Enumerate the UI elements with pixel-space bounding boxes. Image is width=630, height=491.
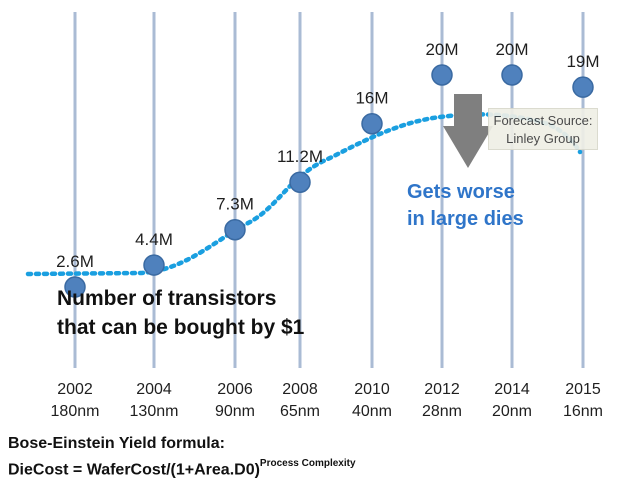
transistors-per-dollar-note: Number of transistors that can be bought…: [57, 287, 305, 339]
data-point-2006: [224, 218, 246, 241]
data-label-2004: 4.4M: [135, 230, 173, 249]
x-tick-year-2015: 2015: [565, 381, 601, 398]
data-point-2012: [431, 64, 453, 86]
data-label-2008: 11.2M: [277, 147, 323, 166]
data-point-2008: [289, 171, 311, 193]
data-point-2015: [572, 76, 594, 98]
data-label-2010: 16M: [355, 89, 388, 108]
x-tick-year-2008: 2008: [282, 381, 318, 398]
x-tick-year-2002: 2002: [57, 381, 93, 398]
x-tick-node-180nm: 180nm: [51, 403, 100, 420]
x-tick-node-130nm: 130nm: [130, 403, 179, 420]
x-tick-node-28nm: 28nm: [422, 403, 462, 420]
data-label-2002: 2.6M: [56, 252, 94, 271]
data-points: [64, 64, 594, 298]
formula-title: Bose-Einstein Yield formula:: [8, 435, 225, 452]
x-tick-year-2006: 2006: [217, 381, 253, 398]
data-point-2014: [501, 64, 523, 86]
data-point-2004: [143, 254, 165, 276]
x-tick-node-90nm: 90nm: [215, 403, 255, 420]
x-tick-year-2004: 2004: [136, 381, 172, 398]
x-tick-year-2012: 2012: [424, 381, 460, 398]
down-arrow-icon: [443, 94, 493, 168]
data-point-2010: [361, 112, 383, 135]
data-label-2014: 20M: [495, 40, 528, 59]
x-tick-node-20nm: 20nm: [492, 403, 532, 420]
data-label-2006: 7.3M: [216, 195, 254, 214]
data-labels: 2.6M 4.4M 7.3M 11.2M 16M 20M 20M 19M: [56, 40, 599, 271]
x-tick-node-65nm: 65nm: [280, 403, 320, 420]
data-point-2002: [64, 276, 86, 298]
x-tick-year-2014: 2014: [494, 381, 530, 398]
formula-line: DieCost = WaferCost/(1+Area.D0)Process C…: [8, 458, 356, 479]
x-tick-year-2010: 2010: [354, 381, 390, 398]
data-label-2012: 20M: [425, 40, 458, 59]
x-tick-node-40nm: 40nm: [352, 403, 392, 420]
formula-main: DieCost = WaferCost/(1+Area.D0): [8, 461, 260, 479]
forecast-source-box: Forecast Source: Linley Group: [488, 108, 598, 150]
x-tick-node-16nm: 16nm: [563, 403, 603, 420]
data-label-2015: 19M: [566, 52, 599, 71]
x-axis-labels: 2002 180nm 2004 130nm 2006 90nm 2008 65nm 2010 40…: [51, 381, 603, 420]
gets-worse-callout: Gets worse in large dies: [407, 181, 524, 230]
formula-exponent: Process Complexity: [259, 458, 356, 469]
